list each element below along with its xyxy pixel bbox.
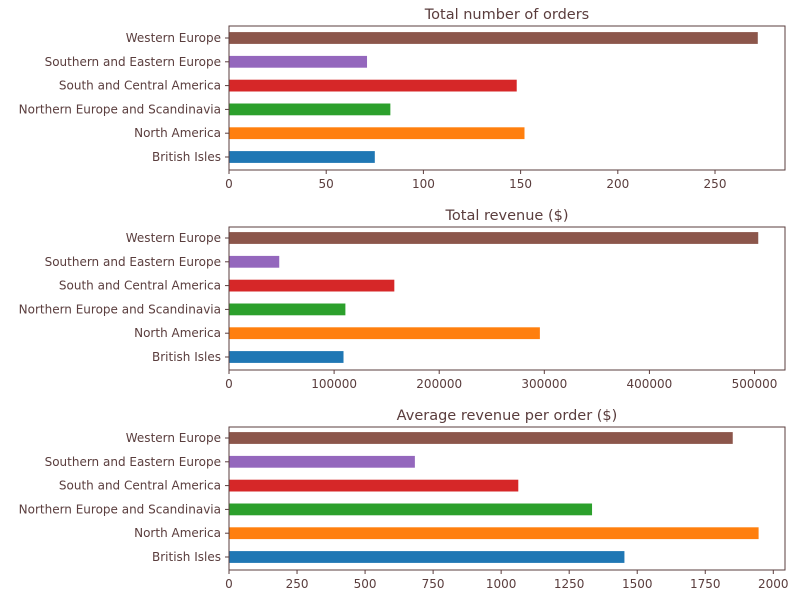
x-tick-label: 750 [422,577,445,591]
category-label: Western Europe [126,431,221,445]
plot-frame [228,25,786,171]
plot-frame [228,226,786,371]
x-tick-label: 100 [412,177,435,191]
category-label: North America [134,126,221,140]
bar [229,55,368,68]
category-label: British Isles [152,150,221,164]
bar [229,32,758,44]
chart-title: Average revenue per order ($) [397,408,618,424]
bar [229,232,759,244]
x-tick-label: 1750 [690,577,721,591]
bar [229,551,625,563]
x-tick-label: 200000 [416,377,462,391]
bar [229,432,733,444]
category-label: Southern and Eastern Europe [45,255,221,269]
x-tick-label: 0 [225,177,233,191]
category-label: North America [134,526,221,540]
category-label: South and Central America [59,279,221,293]
chart-title: Total revenue ($) [445,208,569,224]
x-tick-label: 250 [704,177,727,191]
x-tick-label: 400000 [627,377,673,391]
x-tick-label: 150 [509,177,532,191]
x-tick-label: 200 [606,177,629,191]
category-label: Southern and Eastern Europe [45,455,221,469]
bar [229,255,280,268]
bar [229,503,593,516]
x-tick-label: 1000 [486,577,517,591]
category-label: Northern Europe and Scandinavia [19,102,221,116]
x-tick-label: 250 [286,577,309,591]
bar [229,351,344,363]
bar [229,479,519,492]
category-label: British Isles [152,350,221,364]
bar [229,151,375,163]
category-label: North America [134,326,221,340]
category-label: Southern and Eastern Europe [45,55,221,69]
x-tick-label: 500000 [732,377,778,391]
category-label: Western Europe [126,231,221,245]
bar [229,303,346,316]
chart-title: Total number of orders [424,7,589,23]
bar [229,327,540,340]
x-tick-label: 500 [354,577,377,591]
bar [229,527,759,540]
x-tick-label: 1500 [622,577,653,591]
x-tick-label: 0 [225,377,233,391]
category-label: British Isles [152,550,221,564]
bar [229,79,517,92]
plot-frame [228,426,786,571]
x-tick-label: 0 [225,577,233,591]
x-tick-label: 300000 [521,377,567,391]
category-label: Northern Europe and Scandinavia [19,302,221,316]
bar [229,127,525,140]
x-tick-label: 50 [319,177,334,191]
x-tick-label: 1250 [554,577,585,591]
bar [229,455,415,468]
bar [229,279,395,292]
category-label: South and Central America [59,79,221,93]
bar [229,103,391,116]
category-label: South and Central America [59,479,221,493]
x-tick-label: 100000 [311,377,357,391]
category-label: Northern Europe and Scandinavia [19,502,221,516]
x-tick-label: 2000 [758,577,789,591]
category-label: Western Europe [126,31,221,45]
